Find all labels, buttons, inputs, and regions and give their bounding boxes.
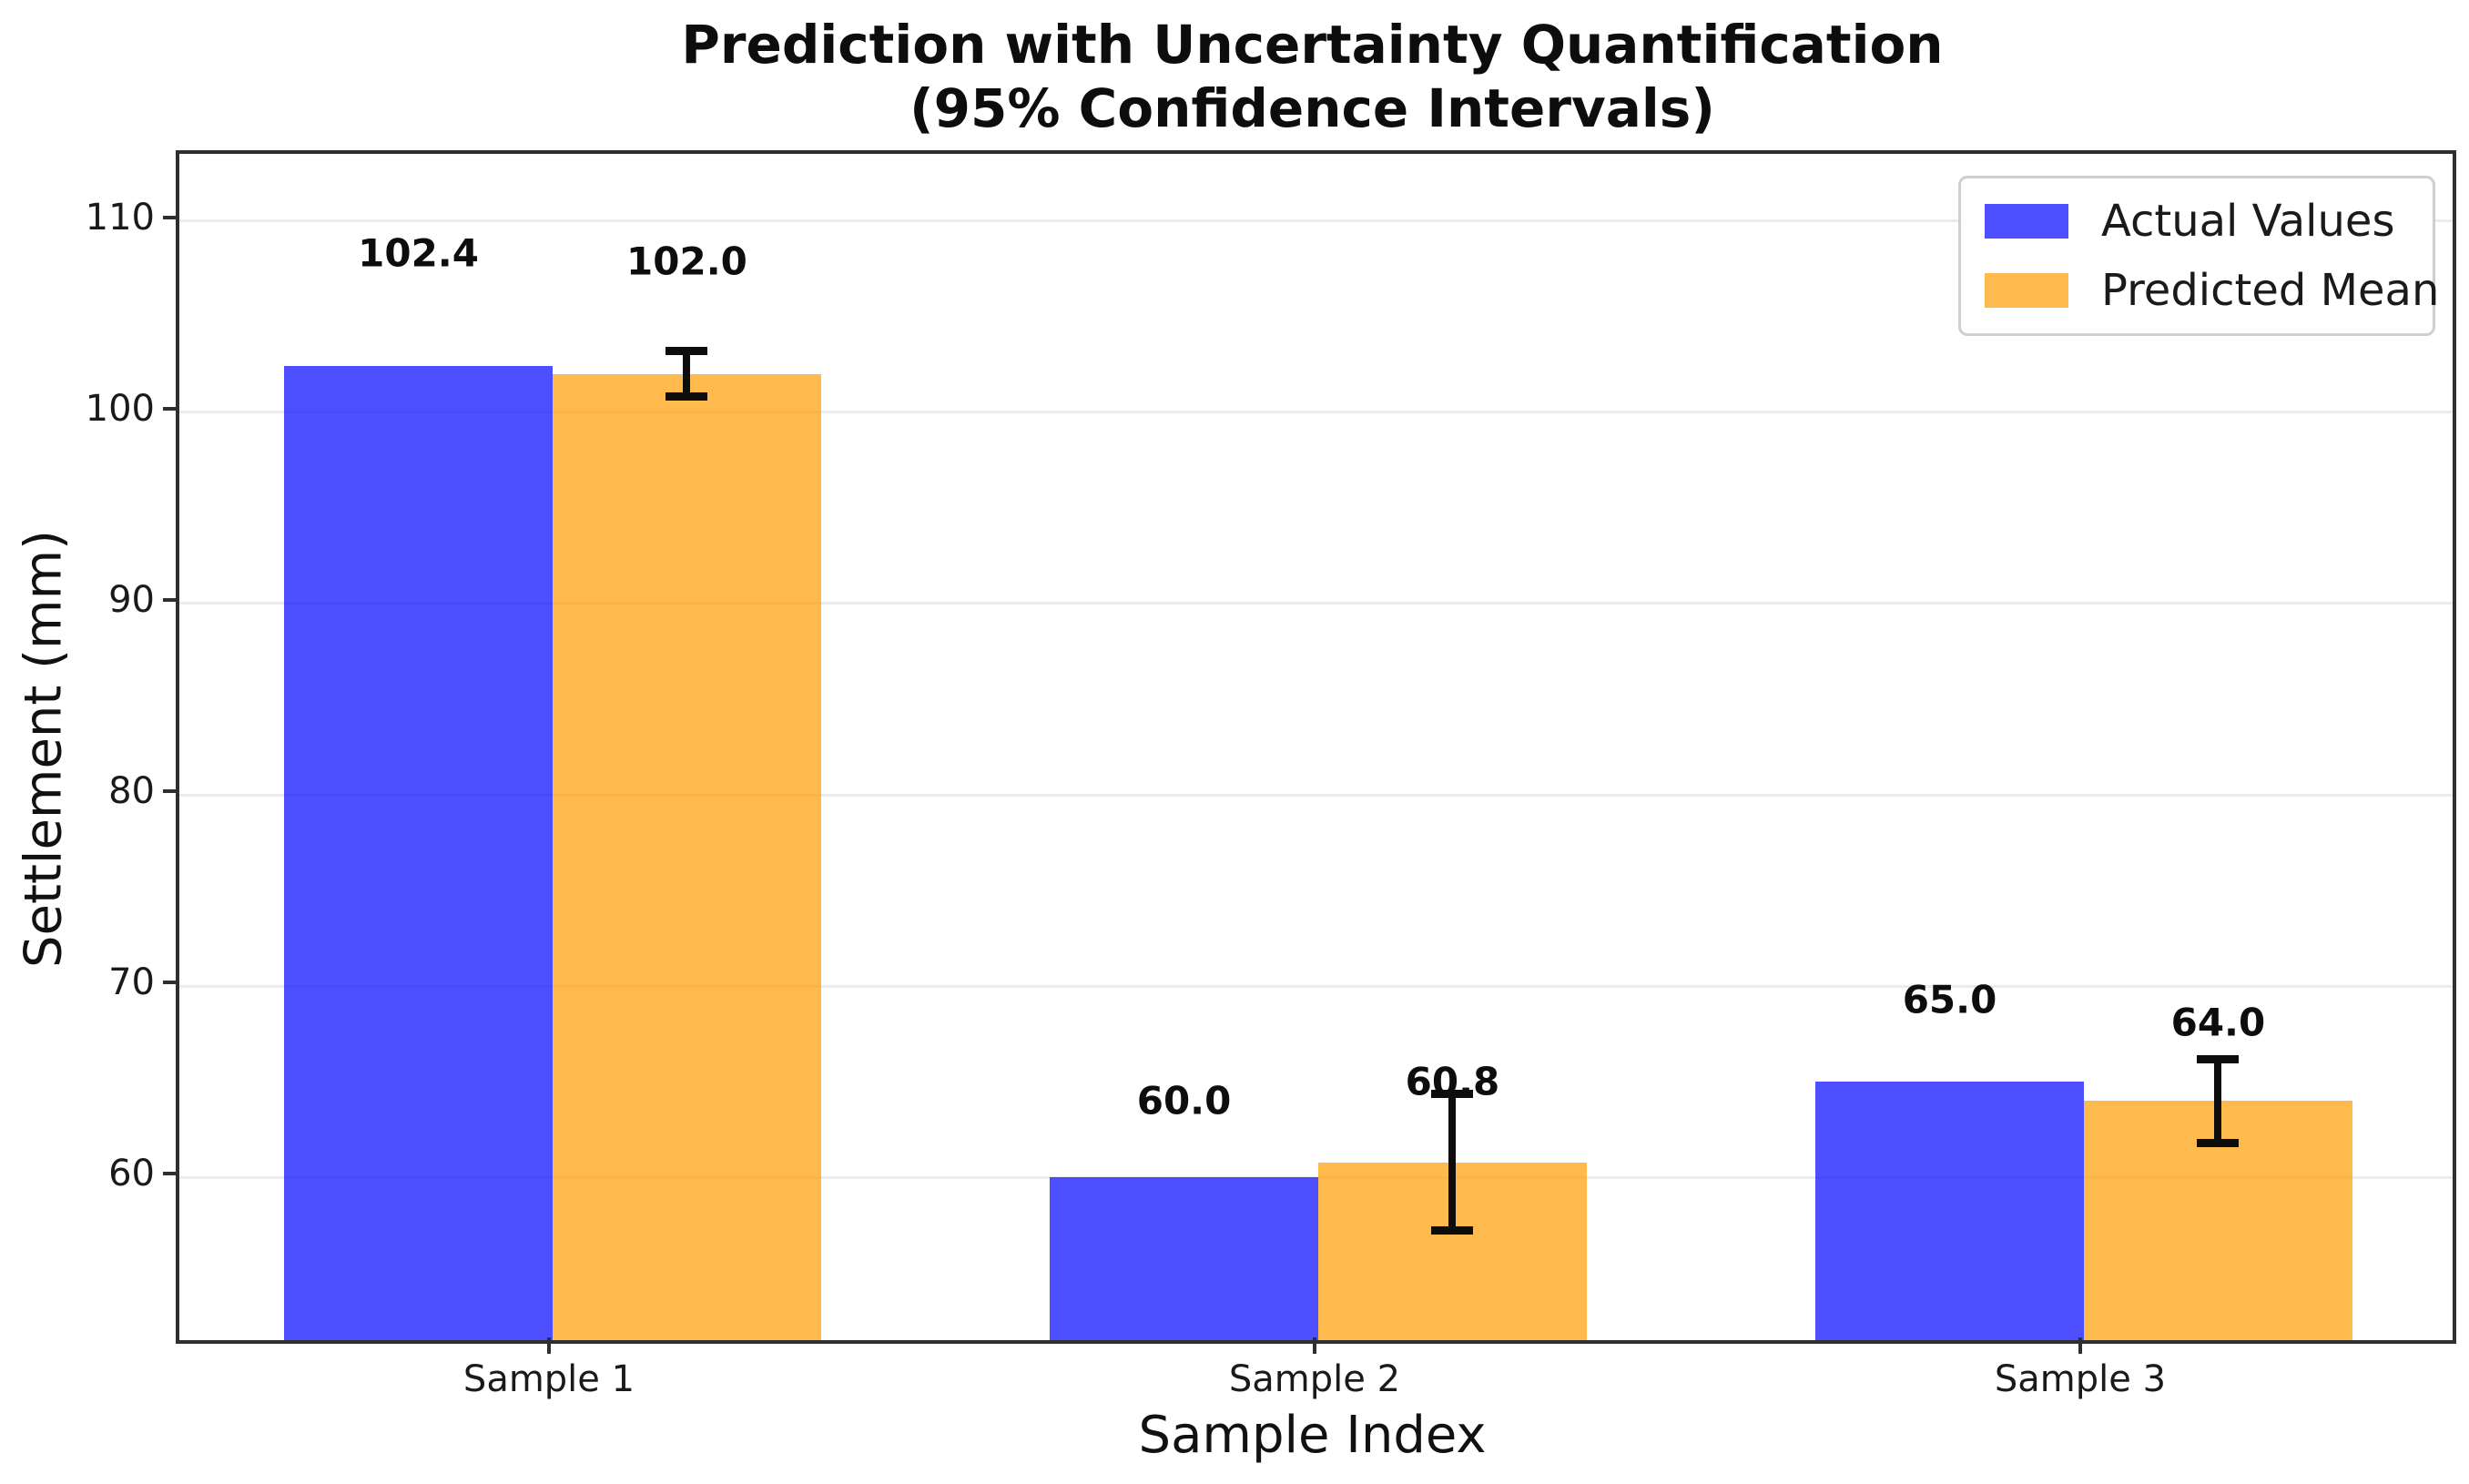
legend-item-1: Actual Values <box>1985 196 2409 247</box>
errorbar-cap-top-1 <box>666 347 708 356</box>
y-tick-mark-90 <box>163 597 178 602</box>
actual-bar-1 <box>284 366 553 1340</box>
actual-value-label-2: 60.0 <box>1136 1078 1232 1123</box>
predicted-value-label-2: 60.8 <box>1405 1059 1500 1104</box>
errorbar-cap-bottom-3 <box>2197 1138 2240 1147</box>
y-tick-label-100: 100 <box>85 387 155 430</box>
legend: Actual Values Predicted Mean <box>1958 176 2439 336</box>
actual-bar-3 <box>1815 1082 2084 1340</box>
legend-label-1: Actual Values <box>2101 196 2395 248</box>
y-tick-label-90: 90 <box>108 578 155 621</box>
y-tick-mark-110 <box>163 215 178 219</box>
x-tick-label-1: Sample 1 <box>462 1358 635 1400</box>
legend-item-2: Predicted Mean <box>1985 265 2439 316</box>
actual-values-swatch <box>1985 204 2068 239</box>
y-tick-mark-60 <box>163 1172 178 1176</box>
chart-title-line1: Prediction with Uncertainty Quantificati… <box>681 14 1944 76</box>
y-tick-label-70: 70 <box>108 961 155 1004</box>
errorbar-cap-top-3 <box>2197 1055 2240 1064</box>
x-tick-mark-1 <box>547 1337 551 1354</box>
x-axis-label: Sample Index <box>1138 1406 1487 1465</box>
errorbar-line-2 <box>1448 1093 1457 1232</box>
errorbar-line-3 <box>2214 1059 2222 1143</box>
gridline-y-90 <box>179 602 2453 605</box>
gridline-y-110 <box>179 219 2453 223</box>
x-tick-label-2: Sample 2 <box>1228 1358 1401 1400</box>
y-tick-label-60: 60 <box>108 1153 155 1195</box>
predicted-value-label-3: 64.0 <box>2170 1000 2266 1045</box>
predicted-bar-1 <box>553 373 821 1340</box>
x-tick-mark-3 <box>2078 1337 2082 1354</box>
x-tick-mark-2 <box>1312 1337 1316 1354</box>
y-tick-mark-70 <box>163 981 178 985</box>
y-tick-label-110: 110 <box>85 196 155 239</box>
gridline-y-100 <box>179 411 2453 414</box>
gridline-y-80 <box>179 793 2453 797</box>
y-tick-mark-80 <box>163 789 178 794</box>
predicted-value-label-1: 102.0 <box>626 239 747 284</box>
legend-label-2: Predicted Mean <box>2101 264 2440 316</box>
gridline-y-70 <box>179 984 2453 988</box>
errorbar-cap-bottom-2 <box>1431 1226 1474 1235</box>
actual-value-label-1: 102.4 <box>358 230 479 276</box>
actual-value-label-3: 65.0 <box>1902 977 1997 1022</box>
y-axis-label: Settlement (mm) <box>14 530 74 968</box>
chart-title: Prediction with Uncertainty Quantificati… <box>176 13 2449 140</box>
y-tick-label-80: 80 <box>108 770 155 813</box>
errorbar-cap-top-2 <box>1431 1089 1474 1098</box>
predicted-mean-swatch <box>1985 272 2068 308</box>
errorbar-line-1 <box>683 351 691 397</box>
errorbar-cap-bottom-1 <box>666 391 708 401</box>
plot-area: 102.4 102.0 60.0 60.8 65.0 64.0 <box>176 150 2456 1344</box>
chart-title-line2: (95% Confidence Intervals) <box>909 77 1715 139</box>
x-tick-label-3: Sample 3 <box>1994 1358 2167 1400</box>
actual-bar-2 <box>1050 1177 1318 1340</box>
y-tick-mark-100 <box>163 406 178 411</box>
